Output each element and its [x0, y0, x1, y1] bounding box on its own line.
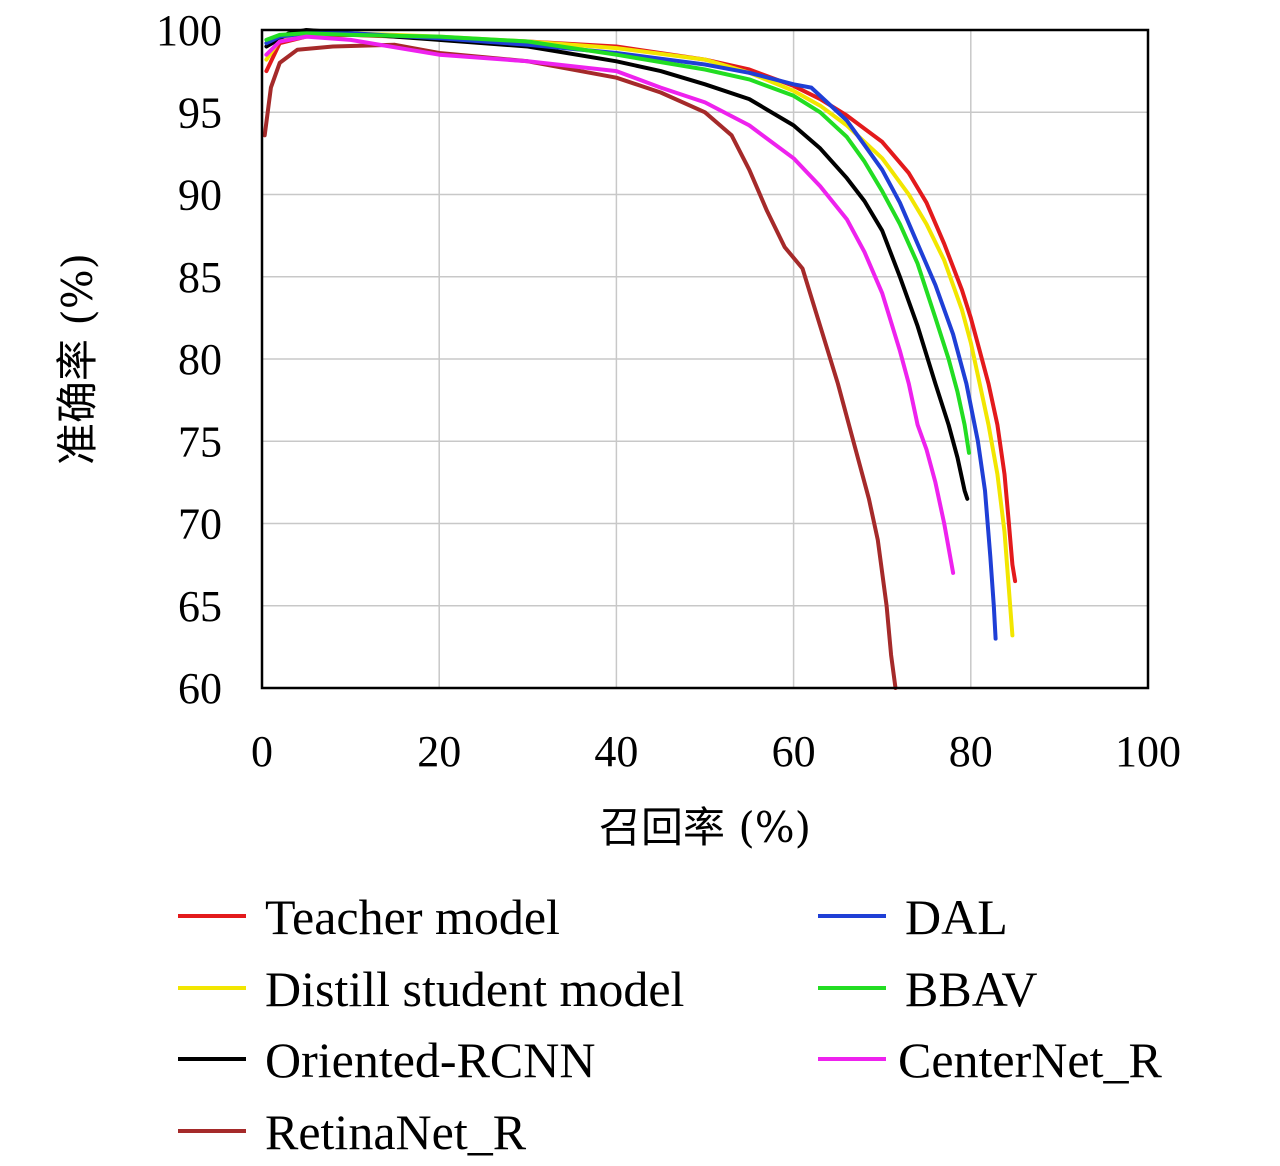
legend-label: Teacher model: [265, 889, 560, 945]
legend-label: Oriented-RCNN: [265, 1032, 596, 1088]
x-tick-label: 0: [251, 727, 273, 776]
legend-label: CenterNet_R: [898, 1032, 1162, 1088]
series-line-teacher-model: [264, 32, 1018, 584]
grid-lines: [262, 30, 1148, 688]
x-tick-label: 100: [1115, 727, 1181, 776]
series-line-centernet-r: [264, 34, 956, 575]
legend-label: BBAV: [905, 961, 1037, 1017]
series-line-bbav: [264, 31, 971, 455]
y-tick-label: 70: [178, 500, 222, 549]
legend: Teacher model Distill student model Orient…: [178, 889, 1162, 1160]
legend-item: Teacher model: [178, 889, 560, 945]
legend-item: BBAV: [818, 961, 1037, 1017]
y-tick-label: 85: [178, 253, 222, 302]
legend-item: DAL: [818, 889, 1008, 945]
legend-item: Distill student model: [178, 961, 684, 1017]
series-line-distill-student-model: [264, 31, 1015, 638]
x-tick-label: 40: [594, 727, 638, 776]
x-axis-label: 召回率 (%): [599, 803, 811, 852]
legend-item: RetinaNet_R: [178, 1104, 527, 1160]
y-tick-label: 80: [178, 335, 222, 384]
y-axis-label: 准确率 (%): [53, 253, 102, 465]
x-tick-label: 20: [417, 727, 461, 776]
y-tick-labels: 60 65 70 75 80 85 90 95 100: [156, 6, 222, 713]
legend-label: Distill student model: [265, 961, 684, 1017]
series-lines: [262, 28, 1018, 690]
y-tick-label: 60: [178, 664, 222, 713]
legend-item: CenterNet_R: [818, 1032, 1162, 1088]
y-tick-label: 90: [178, 171, 222, 220]
y-tick-label: 75: [178, 417, 222, 466]
legend-label: DAL: [905, 889, 1008, 945]
y-tick-label: 95: [178, 88, 222, 137]
y-tick-label: 100: [156, 6, 222, 55]
x-tick-label: 80: [949, 727, 993, 776]
series-line-dal: [264, 31, 998, 641]
x-tick-label: 60: [772, 727, 816, 776]
x-tick-labels: 0 20 40 60 80 100: [251, 727, 1181, 776]
plot-frame: [260, 28, 1150, 690]
series-line-retinanet-r: [262, 42, 898, 690]
legend-item: Oriented-RCNN: [178, 1032, 596, 1088]
legend-label: RetinaNet_R: [265, 1104, 527, 1160]
y-tick-label: 65: [178, 582, 222, 631]
